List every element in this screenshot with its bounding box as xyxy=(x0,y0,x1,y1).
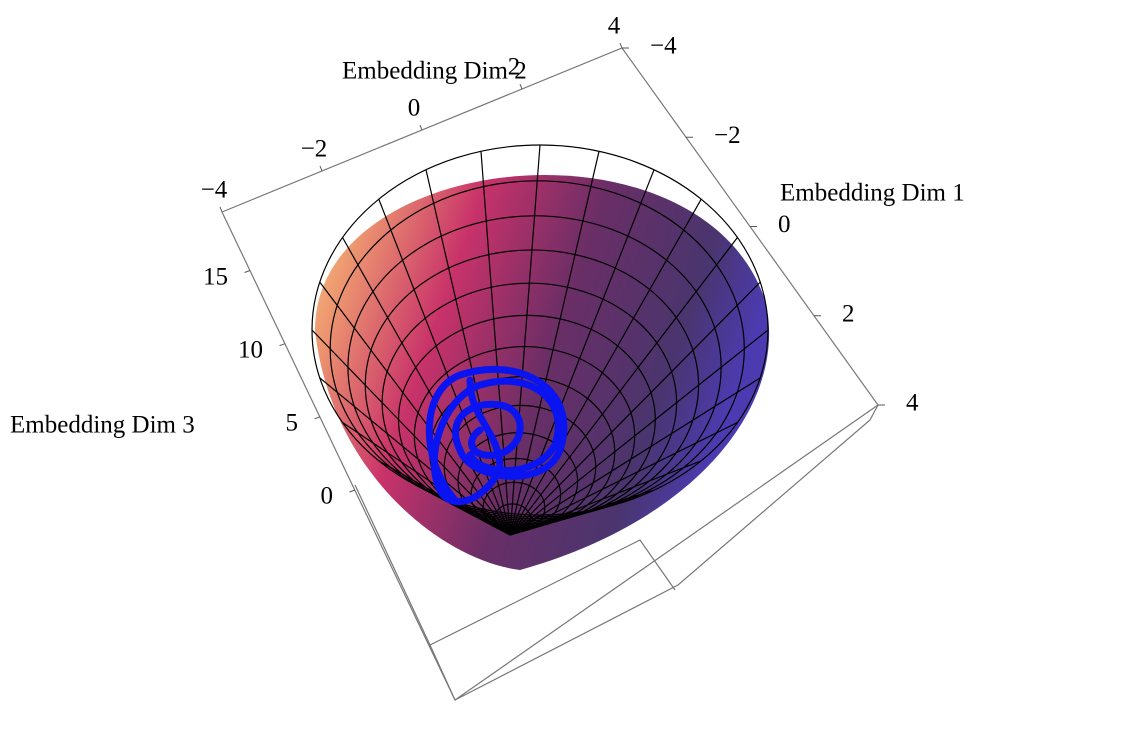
tick-label: −4 xyxy=(650,33,677,60)
tick-mark xyxy=(419,124,423,131)
surface-body xyxy=(315,175,770,570)
tick-label: 0 xyxy=(778,211,791,238)
tick-label: 15 xyxy=(203,263,228,290)
tick-label: 0 xyxy=(321,483,334,510)
tick-label: 2 xyxy=(842,300,855,327)
tick-label: 4 xyxy=(906,390,919,417)
mesh-ray xyxy=(509,514,541,536)
tick-mark xyxy=(619,42,623,49)
box-edge xyxy=(429,644,456,701)
mesh-ray xyxy=(509,281,761,536)
tick-label: −4 xyxy=(201,177,228,204)
mesh-ray xyxy=(342,422,511,536)
tick-mark xyxy=(519,83,523,90)
tick-label: −2 xyxy=(714,122,741,149)
tick-label: 10 xyxy=(238,336,263,363)
tick-label: 5 xyxy=(286,410,299,437)
y-axis-label: Embedding Dim 2 xyxy=(342,58,527,85)
trajectory xyxy=(425,365,568,506)
box-edge xyxy=(354,484,676,646)
mesh-ray xyxy=(509,377,761,536)
mesh-ray xyxy=(509,329,769,536)
mesh-ray xyxy=(319,377,511,536)
tick-mark xyxy=(279,343,286,347)
mesh-ray xyxy=(509,508,600,536)
x-axis-label: Embedding Dim 1 xyxy=(780,180,965,207)
z-axis-label: Embedding Dim 3 xyxy=(10,412,195,439)
tick-mark xyxy=(314,416,321,420)
mesh-ray xyxy=(509,460,702,536)
tick-label: 4 xyxy=(608,13,621,40)
tick-mark xyxy=(319,165,323,172)
tick-label: 0 xyxy=(408,95,421,122)
mesh-ray xyxy=(509,198,702,536)
tick-mark xyxy=(244,270,251,273)
tick-mark xyxy=(219,206,223,213)
mesh-ray xyxy=(509,421,738,536)
surface xyxy=(315,175,770,570)
tick-label: −2 xyxy=(301,136,328,163)
tick-mark xyxy=(349,489,356,493)
tick-label: 2 xyxy=(508,54,521,81)
box-edge xyxy=(454,404,879,701)
mesh-ray xyxy=(378,198,511,536)
mesh-ray xyxy=(509,237,738,536)
mesh-ray xyxy=(311,329,511,536)
mesh-ray xyxy=(342,237,511,536)
